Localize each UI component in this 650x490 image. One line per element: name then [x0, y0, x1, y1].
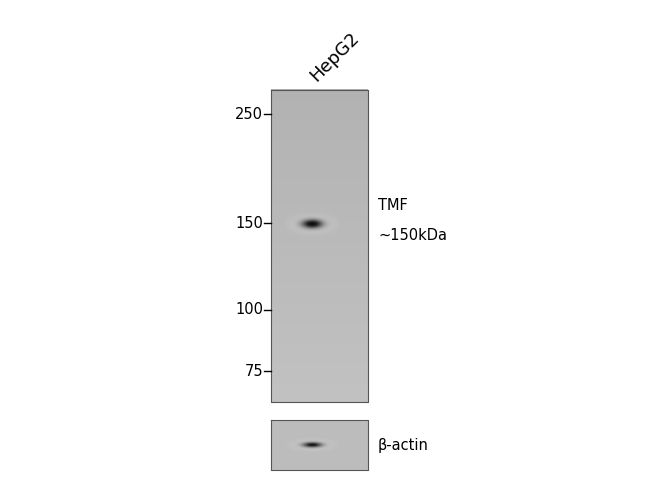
Text: TMF: TMF: [378, 198, 408, 213]
Text: 150: 150: [235, 216, 263, 231]
Text: ~150kDa: ~150kDa: [378, 228, 447, 244]
Text: β-actin: β-actin: [378, 438, 429, 452]
Text: 100: 100: [235, 302, 263, 318]
Text: 250: 250: [235, 107, 263, 122]
Text: HepG2: HepG2: [307, 29, 363, 85]
Text: 75: 75: [244, 364, 263, 379]
